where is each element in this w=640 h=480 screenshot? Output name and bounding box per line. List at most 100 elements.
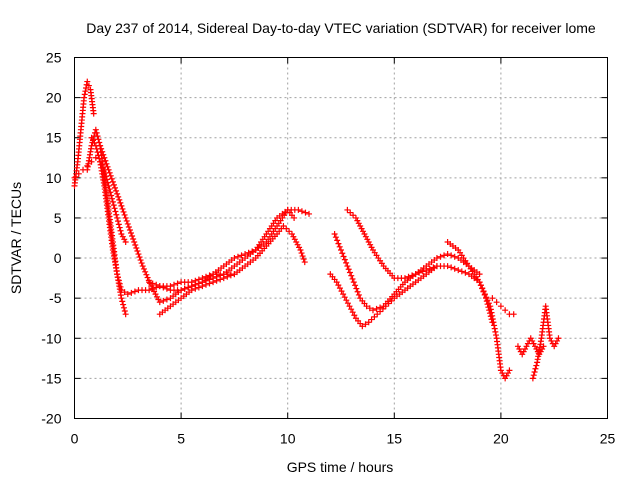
data-point <box>245 249 252 256</box>
data-point <box>125 223 132 230</box>
data-point <box>116 196 123 203</box>
data-point <box>224 273 231 280</box>
x-tick-label: 10 <box>280 431 296 447</box>
data-point <box>107 189 114 196</box>
data-point <box>350 212 357 219</box>
data-point <box>295 206 302 213</box>
data-point <box>114 218 121 225</box>
data-point <box>451 265 458 272</box>
data-point <box>291 214 298 221</box>
data-point <box>109 198 116 205</box>
data-point <box>488 309 495 316</box>
data-point <box>114 271 121 278</box>
data-point <box>146 287 153 294</box>
data-point <box>170 281 177 288</box>
data-point <box>130 236 137 243</box>
data-point <box>341 256 348 263</box>
data-point <box>227 272 234 279</box>
data-point <box>113 187 120 194</box>
data-point <box>108 192 115 199</box>
data-point <box>140 265 147 272</box>
y-tick-label: -10 <box>41 330 61 346</box>
data-point <box>156 283 163 290</box>
data-point <box>340 253 347 260</box>
data-point <box>101 154 108 161</box>
data-point <box>178 287 185 294</box>
data-point <box>174 280 181 287</box>
data-point <box>458 268 465 275</box>
data-point <box>242 251 249 258</box>
data-point <box>491 325 498 332</box>
data-point <box>109 195 116 202</box>
data-point <box>344 206 351 213</box>
x-tick-label: 25 <box>600 431 616 447</box>
data-point <box>97 142 104 149</box>
data-point <box>359 323 366 330</box>
data-point <box>416 269 423 276</box>
data-point <box>497 303 504 310</box>
data-point <box>119 205 126 212</box>
data-point <box>96 155 103 162</box>
x-tick-label: 15 <box>387 431 403 447</box>
mark-layer <box>71 78 562 382</box>
data-point <box>156 299 163 306</box>
data-point <box>249 248 256 255</box>
data-point <box>502 307 509 314</box>
tick-layer: 0 5 10 15 20 25 25 20 15 10 5 0 -5 -10 -15 -20 <box>41 50 615 447</box>
y-tick-label: 20 <box>46 90 62 106</box>
data-point <box>348 272 355 279</box>
data-point <box>347 209 354 216</box>
data-point <box>118 202 125 209</box>
data-point <box>81 91 88 98</box>
data-point <box>344 263 351 270</box>
data-point <box>481 291 488 298</box>
data-point <box>112 184 119 191</box>
data-point <box>92 126 99 133</box>
data-point <box>489 316 496 323</box>
data-point <box>234 253 241 260</box>
data-point <box>121 308 128 315</box>
data-point <box>126 226 133 233</box>
data-point <box>333 279 340 286</box>
data-point <box>124 291 131 298</box>
data-point <box>163 296 170 303</box>
y-tick-label: 25 <box>46 50 62 66</box>
y-axis-label: SDTVAR / TECUs <box>8 182 24 294</box>
data-point <box>451 253 458 260</box>
data-point <box>335 282 342 289</box>
data-point <box>448 252 455 259</box>
data-point <box>351 312 358 319</box>
data-point <box>363 303 370 310</box>
data-point <box>111 205 118 212</box>
data-point <box>115 221 122 228</box>
data-point <box>102 157 109 164</box>
data-point <box>343 259 350 266</box>
data-point <box>146 279 153 286</box>
data-point <box>118 287 125 294</box>
data-point <box>444 251 451 258</box>
data-point <box>81 94 88 101</box>
data-point <box>286 228 293 235</box>
data-point <box>99 148 106 155</box>
data-point <box>199 283 206 290</box>
data-point <box>142 268 149 275</box>
data-point <box>448 264 455 271</box>
x-tick-label: 0 <box>71 431 79 447</box>
data-point <box>484 297 491 304</box>
y-tick-label: -5 <box>49 290 62 306</box>
data-point <box>510 311 517 318</box>
data-point <box>462 269 469 276</box>
data-point <box>110 202 117 209</box>
data-point <box>368 316 375 323</box>
data-point <box>217 276 224 283</box>
data-point <box>306 210 313 217</box>
data-point <box>533 362 540 369</box>
x-tick-label: 20 <box>493 431 509 447</box>
data-point <box>110 181 117 188</box>
data-point <box>192 285 199 292</box>
data-point <box>350 279 357 286</box>
data-point <box>122 214 129 221</box>
data-point <box>283 225 290 232</box>
data-point <box>137 257 144 264</box>
